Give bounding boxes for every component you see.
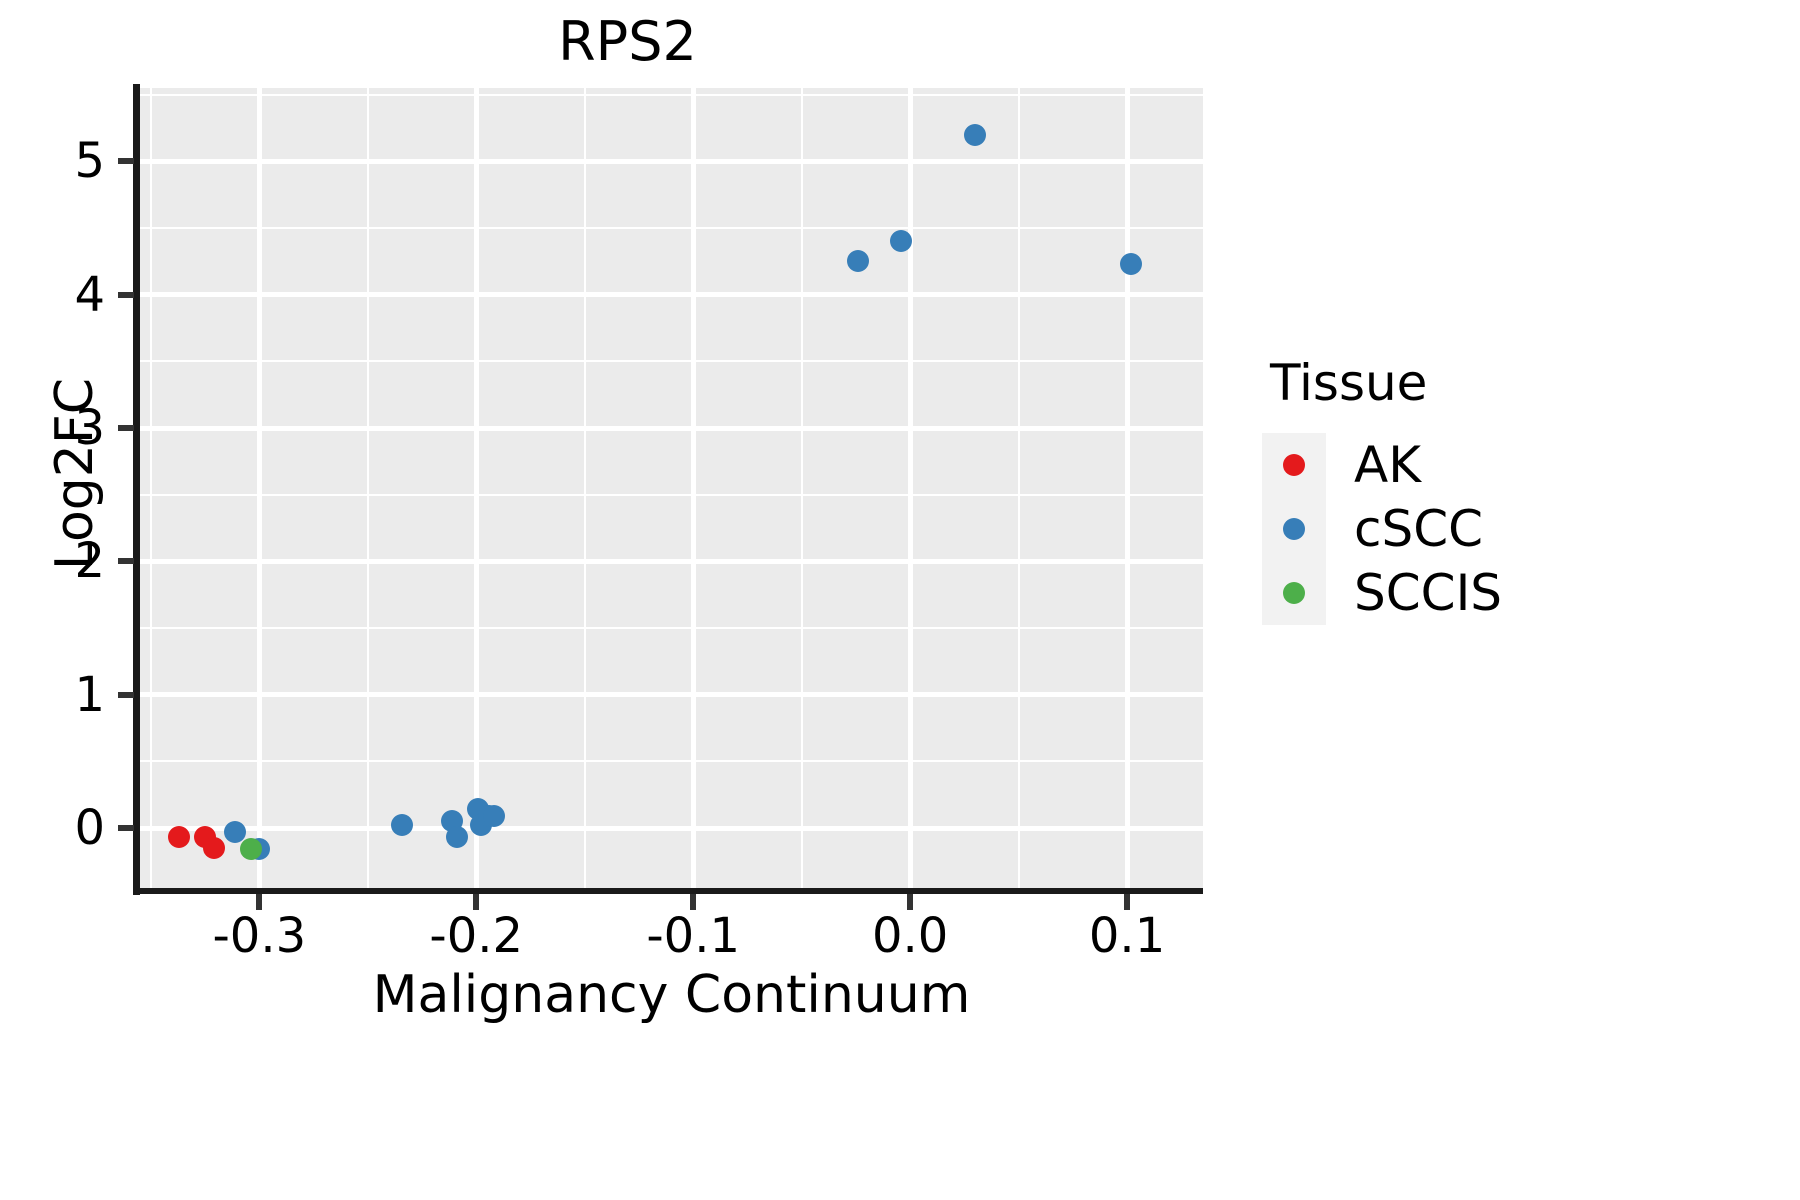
legend-item-label: cSCC <box>1354 500 1484 558</box>
x-axis-tick-label: -0.2 <box>429 908 524 964</box>
gridline-minor-vertical <box>1017 88 1020 888</box>
gridline-minor-horizontal <box>140 893 1203 896</box>
x-axis-tick <box>473 894 480 910</box>
legend-title: Tissue <box>1270 354 1428 412</box>
x-axis-label: Malignancy Continuum <box>372 965 971 1025</box>
legend-dot-icon <box>1283 518 1305 540</box>
scatter-point <box>1120 253 1143 275</box>
gridline-major-horizontal <box>140 692 1203 698</box>
y-axis-tick-label: 0 <box>74 800 105 856</box>
legend-key-swatch <box>1262 433 1326 497</box>
plot-panel <box>140 88 1203 896</box>
gridline-minor-horizontal <box>140 627 1203 629</box>
legend-item-cscc[interactable]: cSCC <box>1262 497 1682 561</box>
legend-item-ak[interactable]: AK <box>1262 433 1682 497</box>
x-axis-tick <box>690 894 697 910</box>
scatter-point <box>168 826 191 849</box>
y-axis-tick <box>118 158 134 165</box>
scatter-point <box>964 123 987 146</box>
scatter-point <box>445 826 468 849</box>
legend-key-swatch <box>1262 561 1326 625</box>
gridline-minor-horizontal <box>140 493 1203 496</box>
gridline-major-horizontal <box>140 292 1203 298</box>
gridline-major-horizontal <box>140 158 1203 164</box>
legend-key-swatch <box>1262 497 1326 561</box>
x-axis-tick-label: 0.0 <box>871 908 949 964</box>
scatter-point <box>202 837 225 859</box>
x-axis-tick-label: -0.3 <box>212 908 307 964</box>
y-axis-line <box>133 84 140 894</box>
y-axis-label: Log2FC <box>45 377 105 571</box>
scatter-point <box>890 230 913 253</box>
y-axis-tick-label: 1 <box>74 666 105 723</box>
scatter-point <box>391 814 414 837</box>
y-axis-tick-label: 3 <box>74 400 105 456</box>
y-axis-tick-label: 4 <box>74 266 105 323</box>
x-axis-tick <box>1124 894 1131 910</box>
legend-entries: AK cSCC SCCIS <box>1262 433 1682 625</box>
scatter-point <box>482 805 505 827</box>
y-axis-tick-label: 2 <box>74 533 105 590</box>
gridline-minor-horizontal <box>140 227 1203 229</box>
panel-background <box>140 88 1203 888</box>
gridline-minor-vertical <box>366 88 369 888</box>
gridline-minor-vertical <box>149 88 152 888</box>
gridline-minor-horizontal <box>140 360 1203 363</box>
scatter-point <box>224 821 247 843</box>
legend-item-label: AK <box>1354 436 1421 494</box>
gridline-major-vertical <box>907 88 913 888</box>
scatter-point <box>239 838 262 861</box>
x-axis-tick <box>256 894 263 910</box>
legend-item-sccis[interactable]: SCCIS <box>1262 561 1682 625</box>
y-axis-tick <box>118 291 134 298</box>
gridline-major-vertical <box>1124 88 1130 888</box>
y-axis-tick <box>118 425 134 431</box>
legend: Tissue AK cSCC SCCIS <box>1262 355 1682 625</box>
x-axis-tick-label: 0.1 <box>1088 908 1166 964</box>
gridline-minor-vertical <box>800 88 803 888</box>
gridline-major-vertical <box>473 88 479 888</box>
legend-item-label: SCCIS <box>1354 564 1503 622</box>
gridline-major-horizontal <box>140 558 1203 564</box>
x-axis-tick <box>907 894 914 910</box>
x-axis-line <box>133 888 1203 895</box>
gridline-major-horizontal <box>140 425 1203 431</box>
gridline-major-vertical <box>256 88 262 888</box>
gridline-minor-horizontal <box>140 760 1203 763</box>
scatter-point <box>847 250 870 273</box>
gridline-major-vertical <box>690 88 696 888</box>
y-axis-tick <box>118 825 134 831</box>
gridline-minor-horizontal <box>140 93 1203 96</box>
legend-dot-icon <box>1283 582 1305 604</box>
y-axis-tick-label: 5 <box>74 133 105 190</box>
y-axis-tick <box>118 558 134 565</box>
gridline-minor-vertical <box>583 88 586 888</box>
x-axis-tick-label: -0.1 <box>646 908 741 964</box>
gridline-major-horizontal <box>140 825 1203 831</box>
y-axis-tick <box>118 691 134 698</box>
legend-dot-icon <box>1283 454 1305 476</box>
page-title: RPS2 <box>558 10 697 73</box>
